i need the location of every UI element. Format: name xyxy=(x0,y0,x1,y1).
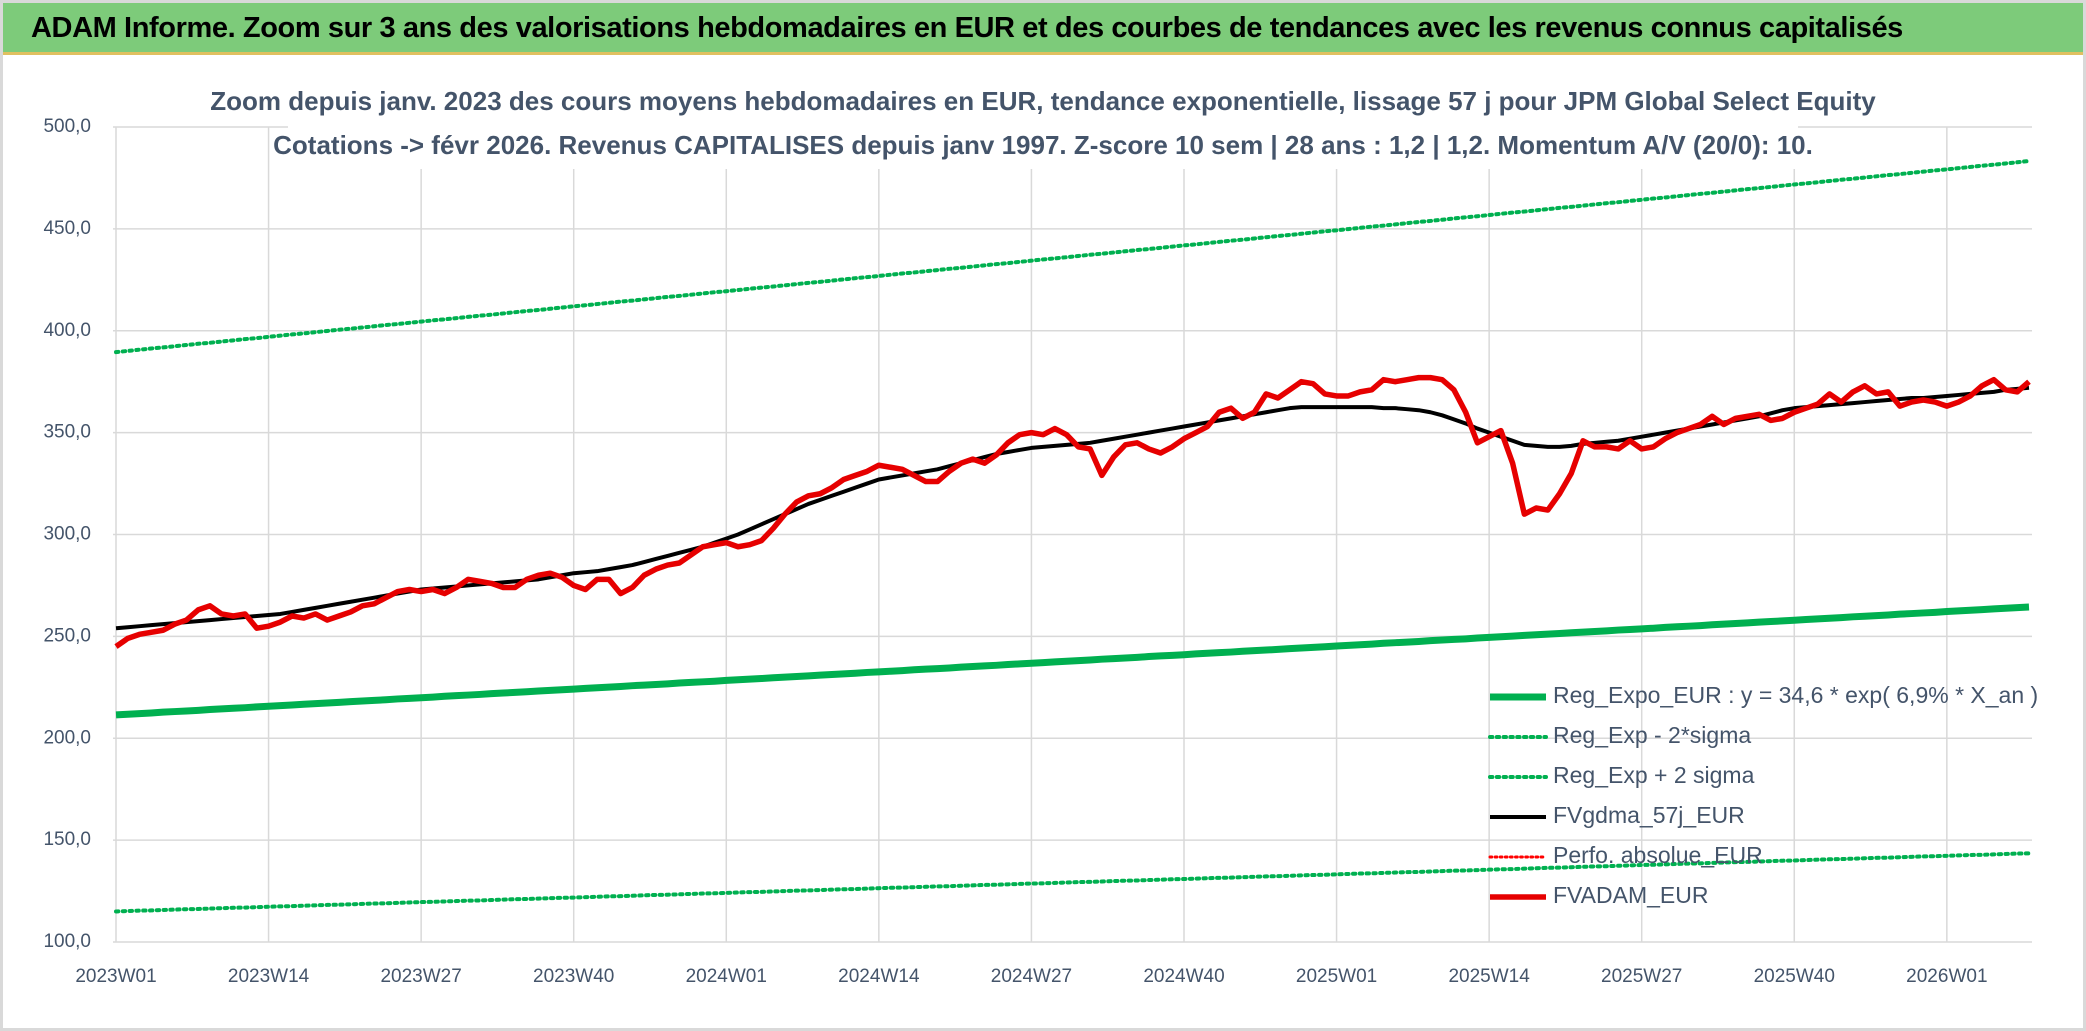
y-tick-label: 450,0 xyxy=(43,218,91,239)
x-tick-label: 2025W40 xyxy=(1754,966,1835,987)
series-line xyxy=(114,374,2031,649)
x-tick-label: 2024W40 xyxy=(1143,966,1224,987)
legend-label: Reg_Exp + 2 sigma xyxy=(1553,762,1755,788)
y-tick-label: 250,0 xyxy=(43,625,91,646)
y-tick-label: 150,0 xyxy=(43,829,91,850)
x-tick-label: 2023W40 xyxy=(533,966,614,987)
series-line xyxy=(114,851,2031,914)
series-line xyxy=(114,159,2031,355)
x-tick-label: 2025W01 xyxy=(1296,966,1377,987)
legend-label: Perfo. absolue_EUR xyxy=(1553,842,1763,868)
legend-label: Reg_Exp - 2*sigma xyxy=(1553,722,1751,748)
x-tick-label: 2025W14 xyxy=(1448,966,1530,987)
series-line xyxy=(115,603,2030,719)
x-tick-label: 2024W27 xyxy=(991,966,1072,987)
y-tick-label: 400,0 xyxy=(43,320,91,341)
y-tick-label: 500,0 xyxy=(43,116,91,137)
x-tick-label: 2026W01 xyxy=(1906,966,1987,987)
y-tick-label: 200,0 xyxy=(43,727,91,748)
x-tick-label: 2025W27 xyxy=(1601,966,1682,987)
chart-title: Zoom depuis janv. 2023 des cours moyens … xyxy=(210,86,1876,116)
x-tick-label: 2024W01 xyxy=(686,966,767,987)
x-tick-label: 2024W14 xyxy=(838,966,920,987)
legend-label: FVgdma_57j_EUR xyxy=(1553,802,1745,828)
x-tick-label: 2023W27 xyxy=(380,966,461,987)
legend-label: Reg_Expo_EUR : y = 34,6 * exp( 6,9% * X_… xyxy=(1553,682,2038,708)
header: ADAM Informe. Zoom sur 3 ans des valoris… xyxy=(3,3,2083,55)
x-tick-label: 2023W14 xyxy=(228,966,310,987)
legend-label: FVADAM_EUR xyxy=(1553,882,1709,908)
y-tick-label: 100,0 xyxy=(43,931,91,952)
y-tick-label: 300,0 xyxy=(43,524,91,545)
y-tick-label: 350,0 xyxy=(43,422,91,443)
title-backing xyxy=(288,83,1798,169)
chart-subtitle: Cotations -> févr 2026. Revenus CAPITALI… xyxy=(273,130,1813,160)
chart: 100,0 150,0 200,0 250,0 300,0 350,0 400,0 450,0… xyxy=(43,83,2038,987)
x-tick-label: 2023W01 xyxy=(75,966,156,987)
header-title: ADAM Informe. Zoom sur 3 ans des valoris… xyxy=(31,12,1903,44)
